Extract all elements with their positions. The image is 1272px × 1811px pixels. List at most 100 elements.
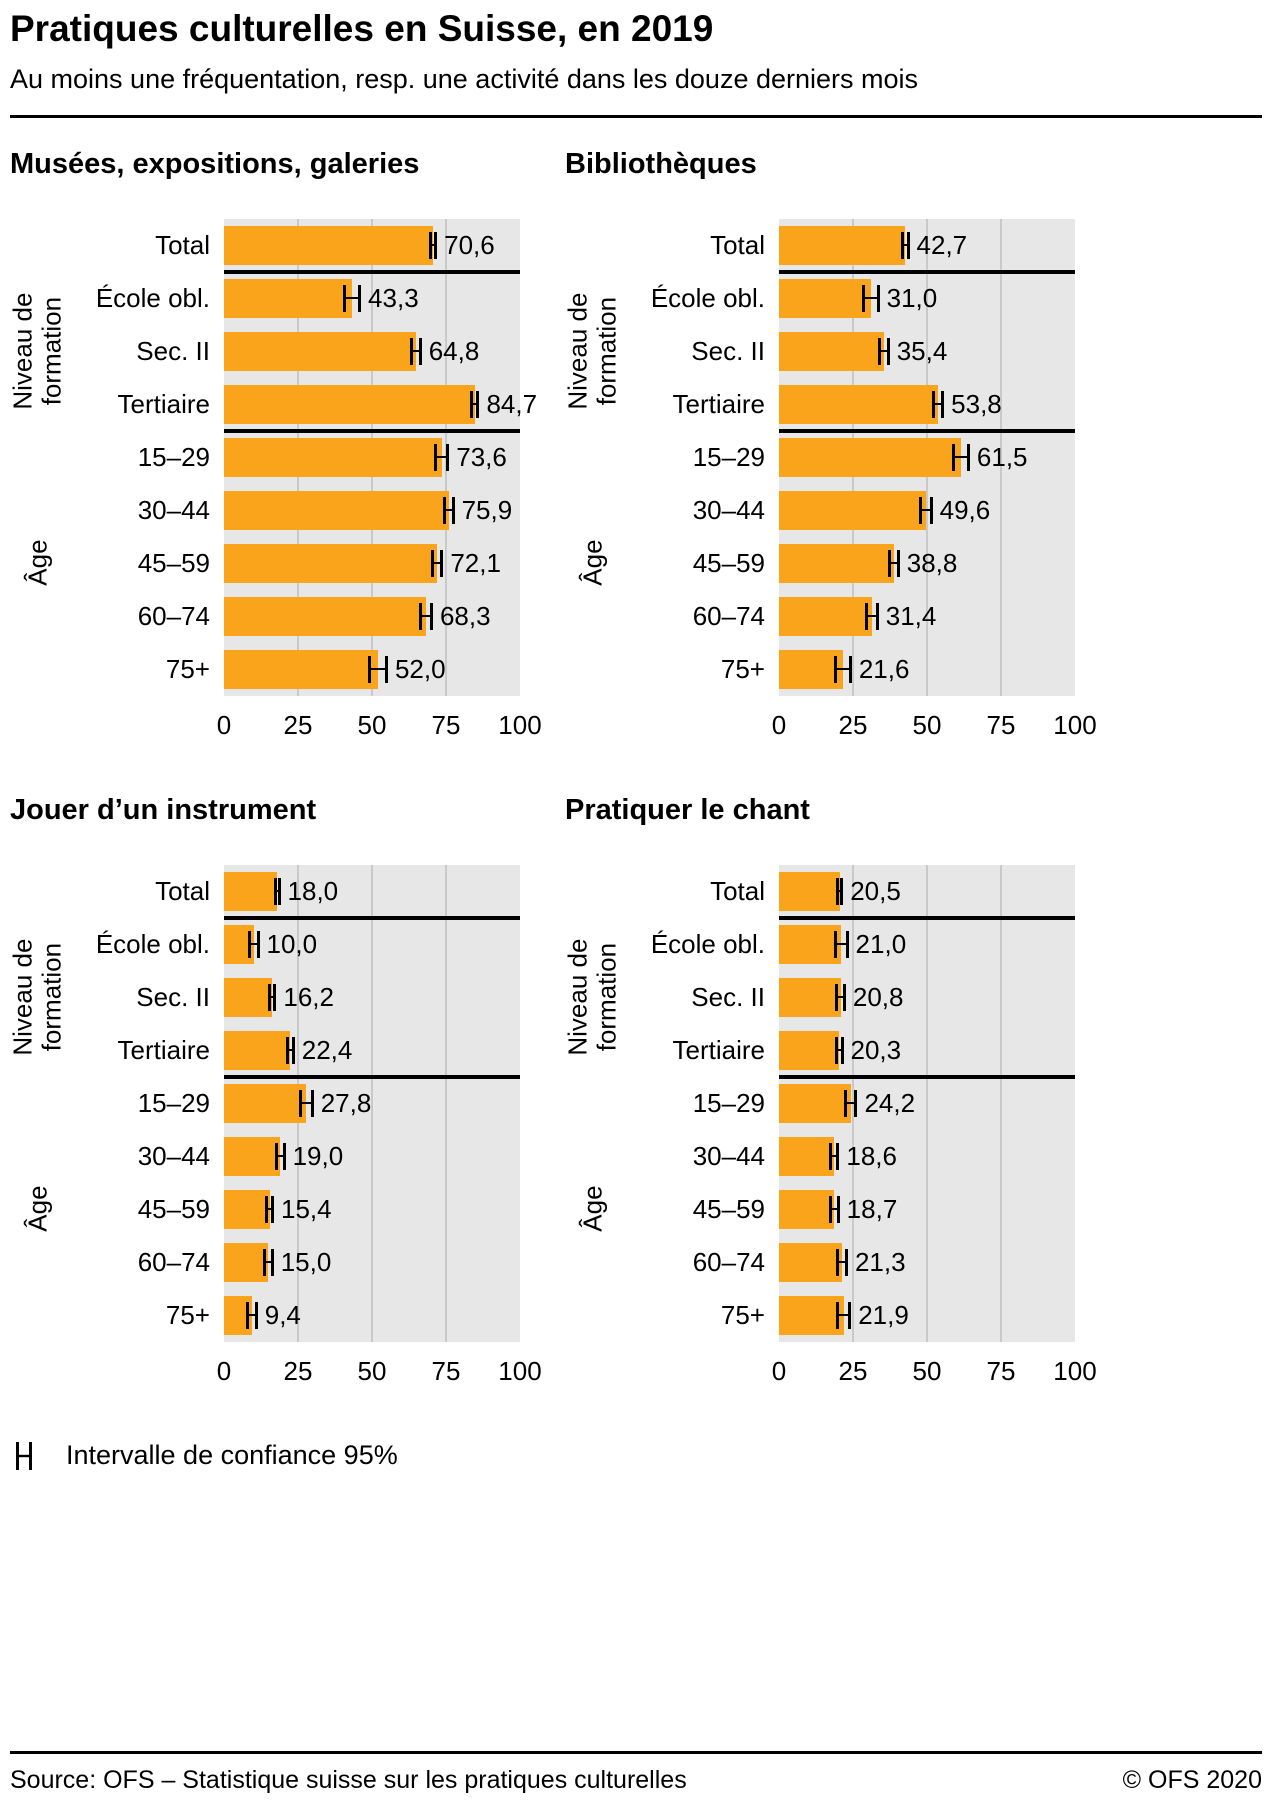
x-axis: 0 25 50 75 100 [772,1342,1097,1392]
x-axis-tick-label: 0 [771,709,787,740]
group-separator [224,915,520,920]
bar-row: 42,7 [779,219,1075,272]
x-axis-tick-label: 0 [216,709,232,740]
bar [224,649,378,689]
category-label: 60–74 [692,600,765,631]
bar-value-label: 49,6 [939,494,991,525]
bar-value-label: 16,2 [283,981,334,1012]
bar-value-label: 43,3 [368,282,419,313]
bar-row: 18,0 [224,865,520,918]
bar-row: 21,0 [779,918,1075,971]
confidence-interval-line [277,1155,283,1158]
category-label: Total [155,875,210,906]
bar-value-label: 18,6 [846,1140,897,1171]
bar-row: 43,3 [224,272,520,325]
bar-row: 70,6 [224,219,520,272]
category-label: 15–29 [137,441,210,472]
copyright-text: © OFS 2020 [1122,1766,1262,1794]
confidence-interval-line [270,996,274,999]
y-axis-group: Âge [565,1077,621,1342]
confidence-interval [887,549,900,577]
bar-row: 49,6 [779,484,1075,537]
confidence-interval [431,549,444,577]
bar [779,331,884,371]
bar-row: 64,8 [224,325,520,378]
confidence-interval-line [346,297,359,300]
y-axis-group-label: Niveau de formation [562,938,623,1056]
bar-value-label: 9,4 [264,1299,301,1330]
category-label: 75+ [165,653,210,684]
x-axis-tick-label: 100 [498,1355,542,1386]
bar-row: 73,6 [224,431,520,484]
bar [779,1083,851,1123]
category-label: Total [710,875,765,906]
confidence-interval-line [836,943,846,946]
x-axis-tick-label: 75 [986,1355,1016,1386]
bar-row: 15,4 [224,1183,520,1236]
y-axis-group-label: Âge [577,539,608,587]
bar-value-label: 18,7 [846,1193,898,1224]
bar [224,278,353,318]
y-axis-group-labels: Niveau de formation Âge [562,865,623,1342]
category-label: École obl. [95,282,210,313]
chart-area: Niveau de formation Âge Total École obl. Se… [8,864,542,1392]
bar-row: 19,0 [224,1130,520,1183]
bar-value-label: 21,3 [854,1246,906,1277]
bar [779,1030,840,1070]
confidence-interval-line [904,244,907,247]
x-axis-tick-label: 100 [1053,1355,1097,1386]
x-axis-tick-label: 0 [216,1355,232,1386]
bar-row: 18,6 [779,1130,1075,1183]
chart-area: Niveau de formation Âge Total École obl. Se… [563,218,1097,746]
bar-row: 75,9 [224,484,520,537]
category-label: 60–74 [137,1246,210,1277]
bar [779,871,840,911]
gridline [926,864,928,1342]
bar-value-label: 18,0 [287,875,339,906]
bar [779,225,906,265]
bar-value-label: 68,3 [439,600,491,631]
x-axis-tick-label: 0 [771,1355,787,1386]
bar [779,490,926,530]
confidence-interval [367,655,388,683]
bar-value-label: 21,9 [858,1299,909,1330]
bar-value-label: 21,6 [858,653,910,684]
category-label: Tertiaire [672,1034,765,1065]
confidence-interval [285,1036,295,1064]
bar-value-label: 21,0 [855,928,907,959]
category-label: 45–59 [692,1193,765,1224]
y-axis-group: Âge [10,1077,66,1342]
confidence-interval-line [268,1208,272,1211]
confidence-interval [877,337,890,365]
plot-area: 42,7 31,0 35,4 53,8 61,5 49,6 38,8 31,4 21,6 [779,218,1075,696]
category-label: Total [155,229,210,260]
gridline [1000,864,1002,1342]
bar [779,437,962,477]
bar [224,871,278,911]
confidence-interval [428,231,438,259]
confidence-interval [298,1089,314,1117]
category-label: 15–29 [137,1087,210,1118]
confidence-interval-line [437,456,447,459]
confidence-interval [836,1248,848,1276]
confidence-interval [836,1301,852,1329]
category-label: 60–74 [137,600,210,631]
bar-value-label: 31,4 [885,600,937,631]
legend: Intervalle de confiance 95% [10,1440,1262,1472]
y-axis-group-label: Âge [577,1185,608,1233]
bar-value-label: 10,0 [266,928,318,959]
bar [779,924,842,964]
page-header: Pratiques culturelles en Suisse, en 2019… [10,8,1262,118]
bar-row: 10,0 [224,918,520,971]
bar-value-label: 42,7 [916,229,968,260]
bar [779,1242,843,1282]
bar [224,596,427,636]
category-label: 30–44 [137,494,210,525]
confidence-interval [343,284,362,312]
confidence-interval [865,602,879,630]
confidence-interval [265,1195,275,1223]
charts-grid: Musées, expositions, galeries Niveau de … [8,148,1262,1392]
category-label: Sec. II [136,335,210,366]
category-label: 45–59 [692,547,765,578]
bar-row: 20,8 [779,971,1075,1024]
